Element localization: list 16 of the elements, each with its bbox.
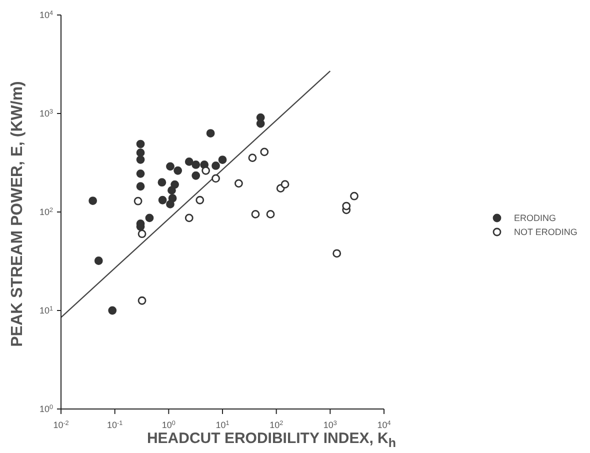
x-tick-label: 10$^{2}$ xyxy=(270,420,284,430)
x-tick-label: 10$^{4}$ xyxy=(377,420,392,430)
x-tick-label: 10$^{0}$ xyxy=(162,420,176,430)
y-tick-label: 10$^{3}$ xyxy=(39,108,54,118)
y-axis-title: PEAK STREAM POWER, E, (KW/m) xyxy=(8,80,27,349)
x-tick-label: 10$^{-1}$ xyxy=(107,420,124,430)
x-tick-label: 10$^{-2}$ xyxy=(53,420,70,430)
legend-label: NOT ERODING xyxy=(514,226,578,236)
x-axis-title: HEADCUT ERODIBILITY INDEX, K$_{h}$ xyxy=(146,430,398,452)
y-tick-label: 10$^{4}$ xyxy=(39,10,54,20)
x-tick-label: 10$^{3}$ xyxy=(323,420,338,430)
y-tick-label: 10$^{2}$ xyxy=(39,206,54,217)
legend-label: ERODING xyxy=(514,212,556,222)
y-tick-label: 10$^{1}$ xyxy=(39,305,54,316)
x-tick-label: 10$^{1}$ xyxy=(216,420,230,430)
y-tick-label: 10$^{0}$ xyxy=(39,404,54,414)
